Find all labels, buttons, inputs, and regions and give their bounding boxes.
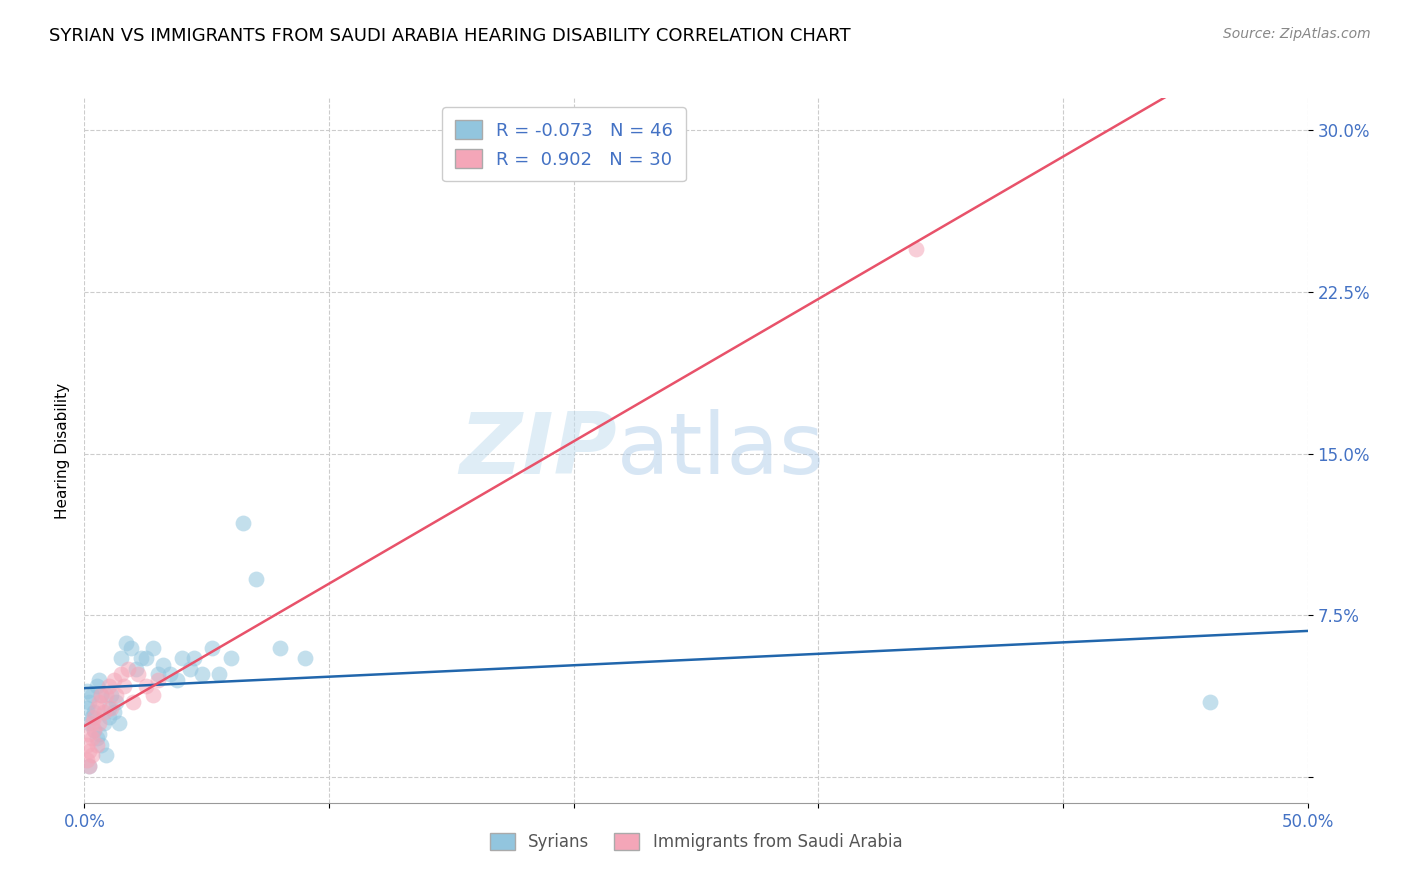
Point [76,738,98,752]
Text: SYRIAN VS IMMIGRANTS FROM SAUDI ARABIA HEARING DISABILITY CORRELATION CHART: SYRIAN VS IMMIGRANTS FROM SAUDI ARABIA H… [49,27,851,45]
Point [80,709,103,723]
Point [93,716,115,731]
Point [83,706,105,720]
Text: Source: ZipAtlas.com: Source: ZipAtlas.com [1223,27,1371,41]
Point [110,651,132,665]
Point [97,680,120,694]
Point [152,657,174,672]
Point [142,688,165,702]
Point [110,666,132,681]
Point [103,706,125,720]
Point [77,744,100,758]
Point [232,516,254,530]
Point [100,688,122,702]
Point [129,651,152,665]
Point [86,738,108,752]
Point [76,683,98,698]
Point [112,680,135,694]
Point [87,673,110,687]
Point [77,694,100,708]
Point [219,651,242,665]
Point [142,640,165,655]
Legend: Syrians, Immigrants from Saudi Arabia: Syrians, Immigrants from Saudi Arabia [484,826,908,858]
Point [172,651,194,665]
Point [93,706,115,720]
Point [122,694,145,708]
Point [97,709,120,723]
Point [80,731,103,746]
Point [86,701,108,715]
Point [86,680,108,694]
Point [905,242,928,256]
Point [77,759,100,773]
Point [90,688,112,702]
Point [135,680,157,694]
Point [90,738,112,752]
Text: ZIP: ZIP [458,409,616,492]
Point [208,666,231,681]
Point [96,688,118,702]
Point [105,688,128,702]
Point [77,727,100,741]
Point [146,666,169,681]
Point [269,640,291,655]
Point [86,731,108,746]
Point [97,701,120,715]
Point [83,709,105,723]
Point [80,748,103,763]
Point [115,636,138,650]
Point [117,662,139,676]
Point [294,651,316,665]
Point [146,673,169,687]
Point [191,666,214,681]
Point [100,701,122,715]
Point [179,662,201,676]
Point [200,640,222,655]
Point [83,723,105,737]
Point [80,716,103,731]
Point [107,716,129,731]
Point [77,759,100,773]
Point [83,723,105,737]
Point [166,673,188,687]
Point [125,662,148,676]
Point [135,651,157,665]
Point [1198,694,1220,708]
Point [105,694,128,708]
Point [77,716,100,731]
Text: atlas: atlas [616,409,824,492]
Point [183,651,205,665]
Point [103,673,125,687]
Point [76,701,98,715]
Point [96,748,118,763]
Point [87,694,110,708]
Point [127,666,149,681]
Point [159,666,181,681]
Y-axis label: Hearing Disability: Hearing Disability [55,383,70,518]
Point [245,572,267,586]
Point [76,753,98,767]
Point [80,688,103,702]
Point [87,727,110,741]
Point [120,640,142,655]
Point [87,716,110,731]
Point [90,688,112,702]
